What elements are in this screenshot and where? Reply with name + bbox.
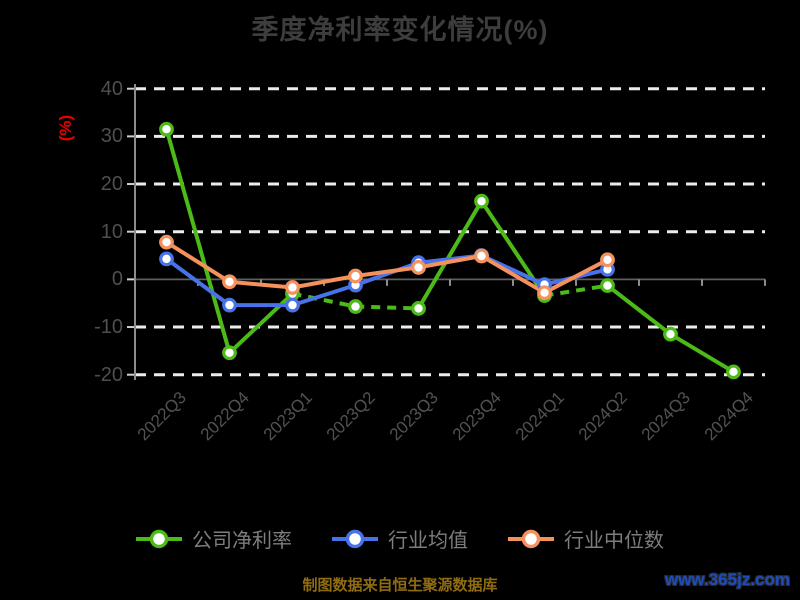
legend-item-行业中位数[interactable]: 行业中位数 <box>508 524 664 553</box>
series-line-行业均值 <box>165 253 608 308</box>
data-point-marker <box>222 274 237 290</box>
data-point-marker <box>348 268 363 284</box>
legend-marker-icon <box>332 529 378 548</box>
data-point-marker <box>222 345 237 361</box>
data-point-marker <box>537 285 552 301</box>
series-line-公司净利率 <box>164 128 294 355</box>
data-source-note: 制图数据来自恒生聚源数据库 <box>302 577 498 594</box>
y-tick-label: -20 <box>94 363 123 386</box>
data-point-marker <box>411 301 426 316</box>
legend-item-行业均值[interactable]: 行业均值 <box>332 524 468 553</box>
y-tick-label: 20 <box>100 173 123 196</box>
y-tick-label: -10 <box>94 316 123 339</box>
site-watermark: www.365jz.com <box>664 570 790 589</box>
data-point-marker <box>600 252 615 268</box>
data-point-marker <box>348 299 363 314</box>
legend: 公司净利率 行业均值 行业中位数 <box>0 524 800 553</box>
data-point-marker <box>159 251 174 267</box>
y-tick-label: 10 <box>100 220 123 243</box>
legend-marker-icon <box>136 529 182 548</box>
legend-item-label: 行业中位数 <box>564 530 664 552</box>
data-point-marker <box>285 297 300 313</box>
legend-item-公司净利率[interactable]: 公司净利率 <box>136 524 292 553</box>
y-tick-label: 30 <box>100 125 123 148</box>
legend-item-label: 公司净利率 <box>192 530 292 552</box>
data-point-marker <box>474 248 489 264</box>
data-point-marker <box>600 278 615 293</box>
data-point-marker <box>726 364 741 380</box>
data-point-marker <box>159 121 174 137</box>
series-line-公司净利率 <box>544 283 608 298</box>
data-point-marker <box>474 193 489 209</box>
data-point-marker <box>411 260 426 275</box>
data-point-marker <box>663 326 678 342</box>
data-point-marker <box>222 297 237 313</box>
chart-title: 季度净利率变化情况(%) <box>251 15 549 45</box>
y-tick-label: 40 <box>100 77 123 100</box>
data-point-marker <box>159 234 174 250</box>
data-point-marker <box>285 280 300 295</box>
legend-item-label: 行业均值 <box>388 530 468 552</box>
y-tick-label: 0 <box>111 268 123 291</box>
series-line-行业中位数 <box>165 240 609 295</box>
legend-marker-icon <box>508 529 554 548</box>
